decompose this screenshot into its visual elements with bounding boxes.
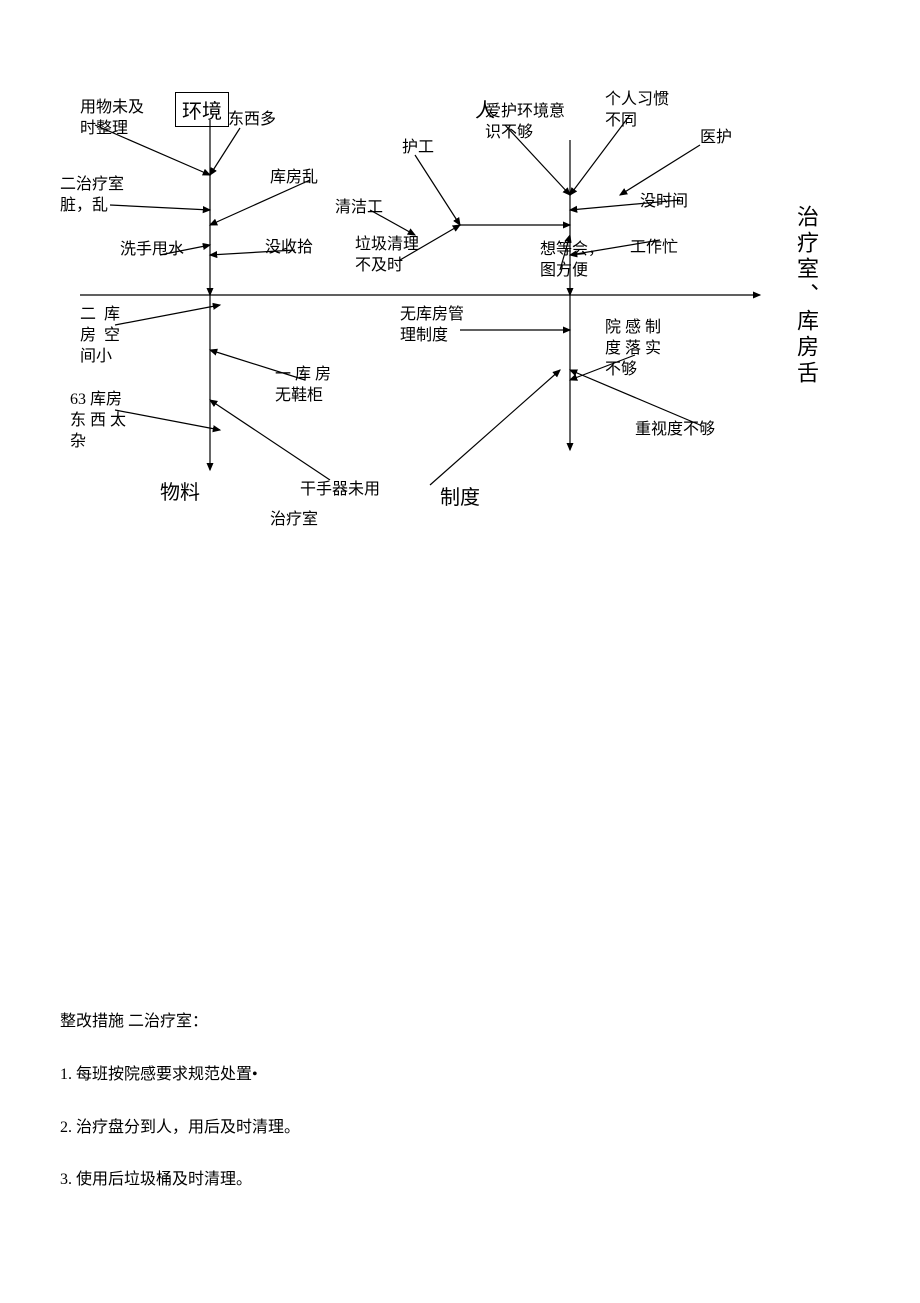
category-system: 制度 xyxy=(440,485,480,511)
label-l18: 一 库 房 无鞋柜 xyxy=(275,365,331,407)
diagram-title: 治疗室、库房舌 xyxy=(790,205,822,387)
label-l4: 库房乱 xyxy=(270,168,318,189)
label-l13: 没时间 xyxy=(640,192,688,213)
label-l14: 工作忙 xyxy=(630,238,678,259)
label-l20: 治疗室 xyxy=(270,510,318,531)
label-l23: 重视度不够 xyxy=(635,420,715,441)
label-l15: 想等会， 图方便 xyxy=(540,240,604,282)
text-item-2: 2. 治疗盘分到人，用后及时清理。 xyxy=(60,1106,300,1151)
label-l11: 个人习惯 不同 xyxy=(605,90,669,132)
label-l10: 爱护环境意 识不够 xyxy=(485,102,565,144)
category-material: 物料 xyxy=(160,480,200,506)
label-l16: 二 库 房 空 间小 xyxy=(80,305,120,367)
label-l21: 无库房管 理制度 xyxy=(400,305,464,347)
label-l17: 63 库房 东 西 太 杂 xyxy=(70,390,126,452)
text-item-3: 3. 使用后垃圾桶及时清理。 xyxy=(60,1158,300,1203)
label-l1: 用物未及 时整理 xyxy=(80,98,144,140)
text-heading: 整改措施 二治疗室： xyxy=(60,1000,300,1045)
label-l5: 洗手甩水 xyxy=(120,240,184,261)
fishbone-diagram: 环境 人 物料 制度 用物未及 时整理 东西多 二治疗室 脏，乱 库房乱 洗手甩… xyxy=(60,80,800,540)
label-l3: 二治疗室 脏，乱 xyxy=(60,175,124,217)
label-l8: 清洁工 xyxy=(335,198,383,219)
category-env-box: 环境 xyxy=(175,92,229,127)
label-l7: 护工 xyxy=(402,138,434,159)
label-l6: 没收拾 xyxy=(265,238,313,259)
label-l12: 医护 xyxy=(700,128,732,149)
label-l2: 东西多 xyxy=(228,110,276,131)
label-l9: 垃圾清理 不及时 xyxy=(355,235,419,277)
label-l19: 干手器未用 xyxy=(300,480,380,501)
text-section: 整改措施 二治疗室： 1. 每班按院感要求规范处置• 2. 治疗盘分到人，用后及… xyxy=(60,1000,300,1211)
label-l22: 院 感 制 度 落 实 不够 xyxy=(605,318,661,380)
text-item-1: 1. 每班按院感要求规范处置• xyxy=(60,1053,300,1098)
